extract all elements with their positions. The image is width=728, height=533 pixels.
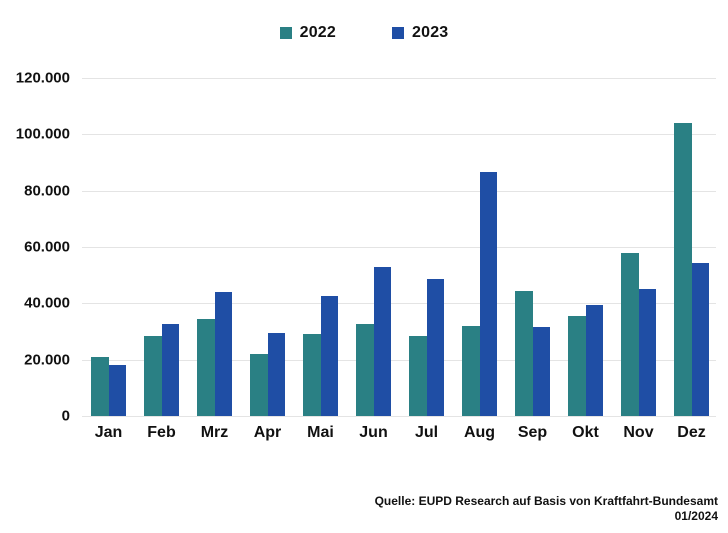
bar-2023-Dez <box>691 262 709 416</box>
x-tick-label-Okt: Okt <box>572 424 599 441</box>
x-tick-label-Nov: Nov <box>623 424 654 441</box>
gridline-100.000 <box>82 134 716 136</box>
bar-2023-Jun <box>373 266 391 416</box>
source-line-1: Quelle: EUPD Research auf Basis von Kraf… <box>374 493 718 508</box>
bar-2022-Okt <box>568 316 586 416</box>
gridline-40.000 <box>82 303 716 305</box>
x-tick-label-Aug: Aug <box>463 424 496 441</box>
bar-2023-Nov <box>638 289 656 416</box>
legend-swatch-2022 <box>279 27 292 39</box>
x-tick-label-Feb: Feb <box>147 424 176 441</box>
x-tick-label-Mai: Mai <box>307 424 334 441</box>
x-tick-label-Apr: Apr <box>253 424 282 441</box>
gridline-80.000 <box>82 190 716 192</box>
gridline-120.000 <box>82 78 716 79</box>
x-tick-label-Dez: Dez <box>677 424 706 441</box>
bar-2023-Aug <box>479 172 497 416</box>
x-tick-label-Sep: Sep <box>517 424 548 441</box>
legend-label: 2023 <box>412 24 449 41</box>
bar-2023-Mrz <box>214 292 232 416</box>
legend-item-2022: 2022 <box>279 24 336 42</box>
bar-2022-Nov <box>621 252 639 416</box>
bar-2023-Jul <box>426 279 444 416</box>
bar-2022-Sep <box>515 290 533 416</box>
bar-2022-Dez <box>674 123 692 416</box>
y-tick-label: 20.000 <box>24 351 70 369</box>
bar-2023-Sep <box>532 327 550 416</box>
x-tick-label-Jan: Jan <box>94 424 123 441</box>
bar-2023-Feb <box>161 324 179 416</box>
bar-2023-Okt <box>585 304 603 416</box>
bar-2022-Apr <box>250 354 268 416</box>
source-note: Quelle: EUPD Research auf Basis von Kraf… <box>375 494 718 525</box>
bar-2022-Aug <box>462 325 480 416</box>
legend-label: 2022 <box>299 24 336 41</box>
x-tick-label-Jul: Jul <box>414 424 439 441</box>
bar-2022-Mrz <box>197 318 215 416</box>
legend: 2022 2023 <box>0 22 728 44</box>
y-tick-label: 60.000 <box>24 238 70 256</box>
bar-2022-Feb <box>144 335 162 416</box>
y-tick-label: 40.000 <box>24 294 70 312</box>
legend-item-2023: 2023 <box>392 24 448 42</box>
bar-2023-Mai <box>320 296 338 416</box>
bar-2023-Jan <box>108 365 126 416</box>
legend-swatch-2023 <box>392 27 404 39</box>
bar-2022-Jul <box>409 335 427 416</box>
bar-2022-Jun <box>356 324 374 416</box>
y-tick-label: 100.000 <box>15 125 70 143</box>
y-tick-label: 120.000 <box>15 69 70 87</box>
gridline-60.000 <box>82 247 716 248</box>
bar-2023-Apr <box>267 332 285 416</box>
y-tick-label: 0 <box>61 407 70 425</box>
x-tick-label-Mrz: Mrz <box>200 424 229 441</box>
gridline-0 <box>82 416 716 417</box>
y-tick-label: 80.000 <box>24 182 70 200</box>
gridline-20.000 <box>82 359 716 361</box>
x-tick-label-Jun: Jun <box>359 424 388 441</box>
plot-area <box>82 78 716 417</box>
bar-2022-Jan <box>91 356 109 416</box>
source-line-2: 01/2024 <box>674 509 718 524</box>
bar-2022-Mai <box>303 334 321 416</box>
